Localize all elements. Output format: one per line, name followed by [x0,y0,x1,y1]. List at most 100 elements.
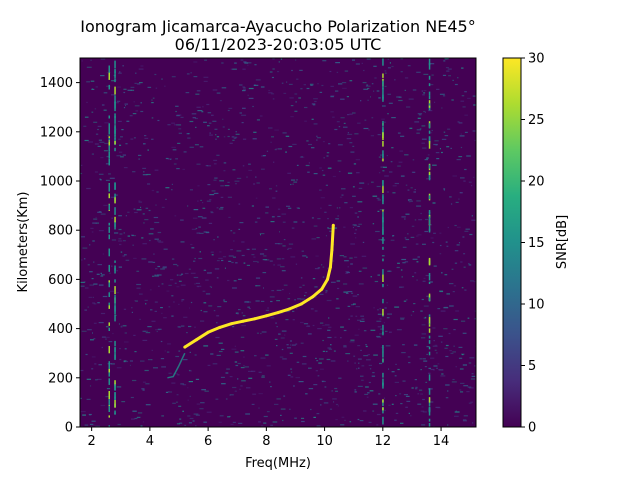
noise-speckle [195,227,198,230]
noise-speckle [465,228,470,230]
noise-speckle [271,290,275,292]
noise-speckle [240,336,245,338]
noise-speckle [130,86,135,88]
noise-speckle [397,165,401,167]
noise-speckle [181,273,184,275]
noise-speckle [307,333,312,335]
noise-speckle [400,175,405,177]
noise-speckle [117,120,122,122]
noise-speckle [282,221,286,223]
noise-speckle [451,381,457,383]
noise-speckle [421,142,425,144]
noise-speckle [213,159,218,161]
noise-speckle [238,203,241,205]
noise-speckle [356,368,358,370]
noise-speckle [275,322,277,324]
noise-speckle [97,302,100,304]
noise-speckle [136,287,141,289]
interference-dash [428,257,431,266]
noise-speckle [241,241,245,243]
noise-speckle [274,129,279,131]
noise-speckle [126,120,130,122]
noise-speckle [408,362,411,364]
interference-dash [382,73,384,78]
interference-dash [108,137,110,145]
noise-speckle [322,339,324,342]
noise-speckle [339,255,344,257]
interference-dash [428,164,431,169]
noise-speckle [118,240,123,242]
noise-speckle [118,266,122,268]
noise-speckle [240,367,245,369]
noise-speckle [473,281,476,283]
noise-speckle [256,119,260,121]
noise-speckle [214,177,218,179]
noise-speckle [143,222,145,224]
noise-speckle [471,219,476,221]
interference-dash [428,400,431,407]
noise-speckle [404,89,406,91]
noise-speckle [445,67,449,69]
noise-speckle [422,94,425,96]
interference-dash [108,248,110,252]
noise-speckle [153,216,159,219]
noise-speckle [300,88,303,90]
noise-speckle [281,213,287,215]
noise-speckle [138,158,140,160]
noise-speckle [355,315,358,317]
noise-speckle [458,198,460,200]
noise-speckle [87,306,89,308]
noise-speckle [203,302,207,304]
noise-speckle [255,285,261,287]
noise-speckle [93,303,97,305]
noise-speckle [424,111,426,113]
noise-speckle [433,143,438,146]
noise-speckle [176,274,179,276]
noise-speckle [127,211,130,213]
noise-speckle [134,105,140,107]
noise-speckle [314,268,320,270]
noise-speckle [80,164,83,166]
noise-speckle [452,351,456,353]
interference-dash [108,327,110,331]
noise-speckle [326,152,330,154]
noise-speckle [358,283,364,285]
noise-speckle [216,322,218,324]
noise-speckle [110,363,115,365]
noise-speckle [86,81,90,83]
noise-speckle [346,138,352,140]
noise-speckle [471,373,474,375]
noise-speckle [417,113,423,115]
noise-speckle [93,121,98,123]
noise-speckle [445,344,449,347]
interference-dash [114,182,116,190]
interference-dash [428,225,431,232]
noise-speckle [295,377,300,379]
noise-speckle [425,274,431,277]
noise-speckle [358,362,360,364]
noise-speckle [91,368,94,370]
noise-speckle [213,163,217,165]
noise-speckle [451,99,454,101]
noise-speckle [179,418,182,420]
y-tick-label: 1000 [40,175,73,190]
noise-speckle [456,244,460,246]
noise-speckle [221,62,224,64]
noise-speckle [204,390,209,392]
noise-speckle [343,256,347,258]
noise-speckle [95,222,99,224]
interference-dash [108,115,110,119]
noise-speckle [88,413,92,416]
noise-speckle [208,222,213,224]
noise-speckle [419,389,423,391]
noise-speckle [171,258,175,260]
noise-speckle [358,270,362,272]
noise-speckle [239,112,242,114]
noise-speckle [239,222,244,224]
noise-speckle [452,291,455,293]
noise-speckle [460,382,465,384]
noise-speckle [414,121,420,123]
noise-speckle [91,424,96,426]
noise-speckle [195,414,200,416]
noise-speckle [408,199,410,202]
